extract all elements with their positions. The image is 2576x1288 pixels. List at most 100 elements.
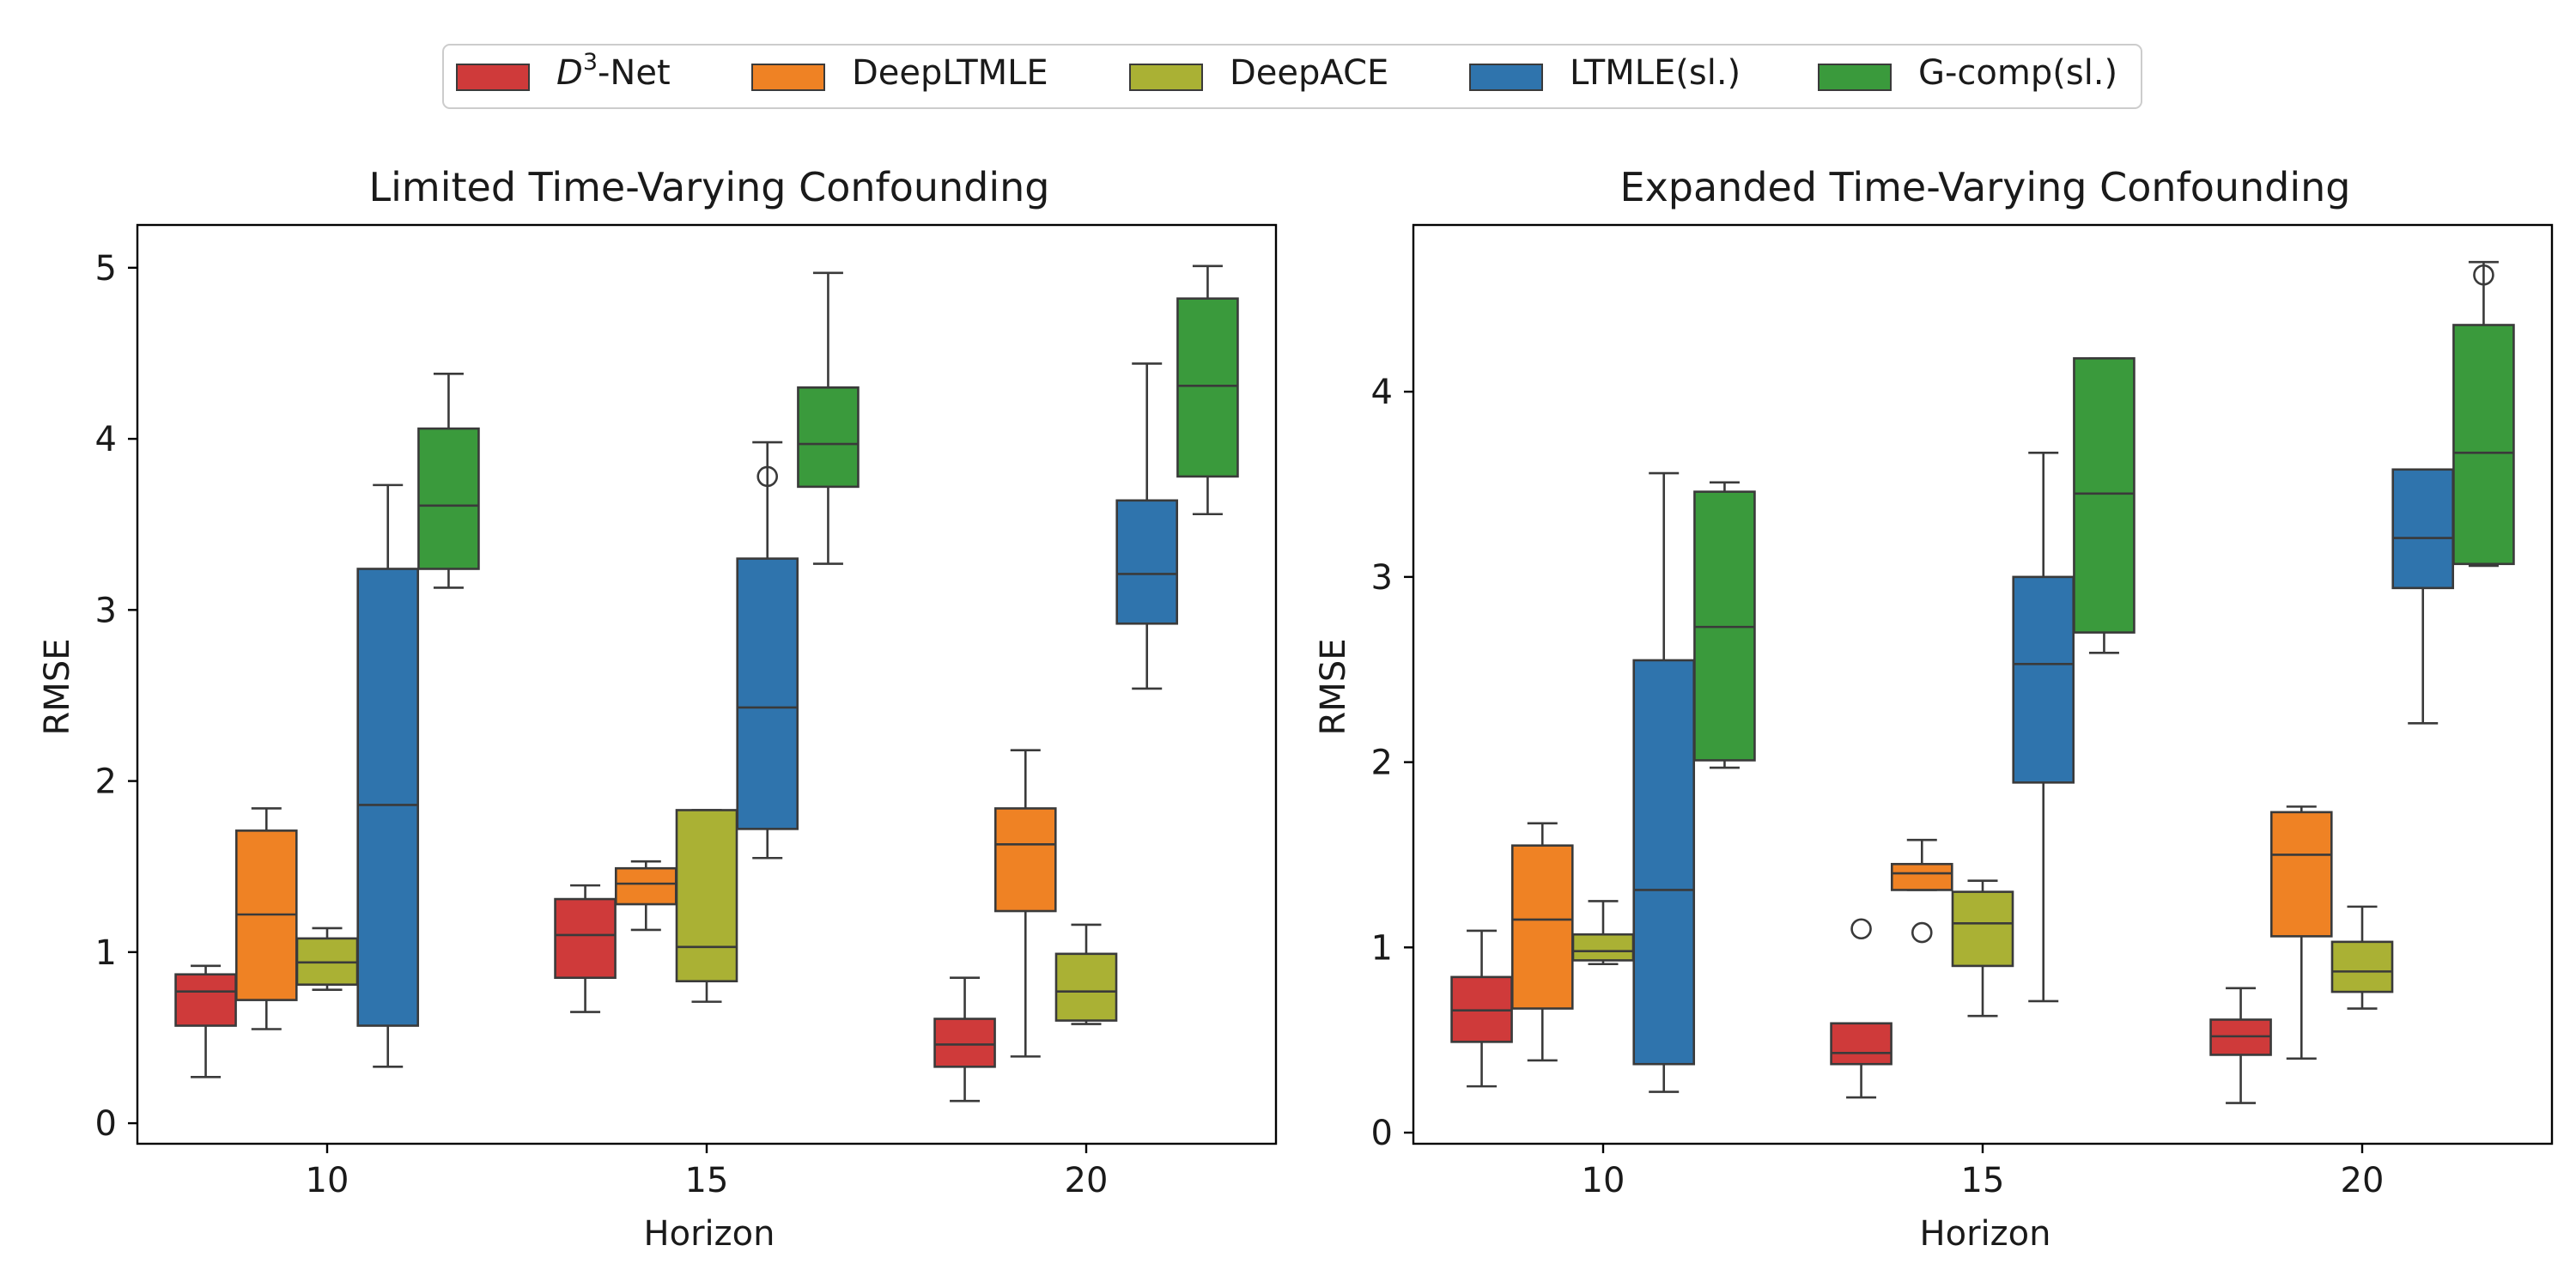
panel-right-y-tick-label-3: 3 xyxy=(1371,558,1393,598)
panel-right-box-deepltmle-20 xyxy=(2269,805,2333,1060)
box-iqr xyxy=(993,807,1057,913)
legend-label-deepace: DeepACE xyxy=(1230,53,1388,93)
panel-right-box-d-net-20 xyxy=(2209,987,2272,1104)
panel-right-box-ltmle-sl-10 xyxy=(1632,471,1696,1093)
box-iqr xyxy=(1115,499,1179,625)
panel-right-box-ltmle-sl-15 xyxy=(2012,452,2075,1003)
panel-right-box-g-comp-sl-15 xyxy=(2073,357,2136,654)
box-iqr xyxy=(554,897,617,980)
box-iqr xyxy=(1054,952,1118,1022)
box-iqr xyxy=(614,866,677,906)
panel-left-title: Limited Time-Varying Confounding xyxy=(368,164,1049,210)
panel-right-y-tick-label-2: 2 xyxy=(1371,744,1393,783)
panel-right-y-axis-label: RMSE xyxy=(1314,639,1353,736)
panel-left-box-deepltmle-10 xyxy=(234,807,298,1030)
panel-right-y-tick-label-0: 0 xyxy=(1371,1114,1393,1153)
box-iqr xyxy=(2073,357,2136,634)
box-iqr xyxy=(1632,659,1696,1066)
panel-left-y-axis-label: RMSE xyxy=(38,639,77,736)
outlier-point xyxy=(1850,918,1872,940)
legend-swatch-d3-net xyxy=(456,64,530,91)
box-iqr xyxy=(417,427,480,570)
panel-right-box-deepltmle-15 xyxy=(1890,838,1953,944)
box-iqr xyxy=(2269,811,2333,938)
box-iqr xyxy=(675,809,738,983)
panel-right-x-tick-label-20: 20 xyxy=(2341,1161,2385,1200)
panel-right-x-axis-label: Horizon xyxy=(1920,1214,2051,1254)
box-iqr xyxy=(1951,890,2014,968)
legend-label-ltmle: LTMLE(sl.) xyxy=(1570,53,1741,93)
legend-label-d3-net-superscript: 3 xyxy=(583,49,598,76)
panel-left-x-tick-label-15: 15 xyxy=(685,1161,729,1200)
panel-left-box-g-comp-sl-20 xyxy=(1176,264,1239,516)
panel-right-box-deepltmle-10 xyxy=(1510,822,1574,1062)
panel-left-x-axis-label: Horizon xyxy=(644,1214,775,1254)
panel-left-y-tick-label-0: 0 xyxy=(95,1104,117,1144)
panel-left-box-d-net-20 xyxy=(933,976,996,1103)
panel-left-box-ltmle-sl-10 xyxy=(356,483,420,1068)
panel-right-x-tick-label-15: 15 xyxy=(1961,1161,2005,1200)
outlier-point xyxy=(2473,264,2494,286)
panel-right-title: Expanded Time-Varying Confounding xyxy=(1620,164,2351,210)
panel-right-box-deepace-15 xyxy=(1951,879,2014,1018)
legend-swatch-ltmle xyxy=(1469,64,1543,91)
panel-right-box-deepace-10 xyxy=(1571,900,1635,966)
panel-left-box-deepace-20 xyxy=(1054,923,1118,1025)
legend-swatch-deepltmle xyxy=(751,64,825,91)
box-iqr xyxy=(2012,575,2075,784)
legend-swatch-deepace xyxy=(1129,64,1203,91)
panel-left-y-tick-label-4: 4 xyxy=(95,420,117,459)
panel-left-plot-area: 0 1 2 3 4 5 10 15 20 xyxy=(95,223,1278,1200)
panel-right-x-tick-label-10: 10 xyxy=(1582,1161,1625,1200)
panel-left-box-d-net-10 xyxy=(174,964,237,1078)
box-iqr xyxy=(2330,940,2394,993)
panel-left-x-tick-label-10: 10 xyxy=(306,1161,349,1200)
panel-left-x-tick-label-20: 20 xyxy=(1065,1161,1109,1200)
legend-entry-ltmle: LTMLE(sl.) xyxy=(1469,53,1741,93)
legend-entry-g-comp: G-comp(sl.) xyxy=(1818,53,2117,93)
outlier-point xyxy=(1911,921,1933,944)
legend-label-d3-net-base: D xyxy=(556,53,583,93)
panel-right-y-tick-label-4: 4 xyxy=(1371,373,1393,412)
legend-entry-deepace: DeepACE xyxy=(1129,53,1388,93)
panel-right-plot-area: 0 1 2 3 4 10 15 20 xyxy=(1371,223,2554,1200)
legend-label-d3-net: D3-Net xyxy=(556,49,671,93)
panel-right-box-d-net-15 xyxy=(1830,918,1893,1099)
panel-left-y-tick-label-5: 5 xyxy=(95,249,117,289)
panel-left-y-tick-label-2: 2 xyxy=(95,762,117,802)
legend-label-deepltmle: DeepLTMLE xyxy=(852,53,1048,93)
legend-entry-deepltmle: DeepLTMLE xyxy=(751,53,1048,93)
legend-entry-d3-net: D3-Net xyxy=(456,49,671,93)
box-iqr xyxy=(2452,324,2515,566)
legend-label-g-comp: G-comp(sl.) xyxy=(1918,53,2117,93)
panel-left-y-tick-label-1: 1 xyxy=(95,933,117,973)
panel-left-y-tick-label-3: 3 xyxy=(95,591,117,630)
box-iqr xyxy=(933,1018,996,1068)
box-iqr xyxy=(356,568,420,1027)
legend-frame xyxy=(442,44,2142,109)
legend-swatch-g-comp xyxy=(1818,64,1892,91)
box-iqr xyxy=(1830,1022,1893,1066)
box-iqr xyxy=(1890,862,1953,891)
panel-left-box-ltmle-sl-15 xyxy=(736,440,799,860)
panel-right-y-tick-label-1: 1 xyxy=(1371,928,1393,968)
outlier-point xyxy=(756,465,779,488)
panel-left-box-deepace-10 xyxy=(295,927,359,991)
box-iqr xyxy=(797,386,860,489)
box-iqr xyxy=(174,973,237,1027)
box-iqr xyxy=(1510,844,1574,1010)
panel-left-box-d-net-15 xyxy=(554,884,617,1013)
panel-left-box-deepace-15 xyxy=(675,809,738,1003)
box-iqr xyxy=(2391,468,2455,590)
panel-left-box-deepltmle-20 xyxy=(993,749,1057,1058)
box-iqr xyxy=(736,557,799,830)
panel-right-box-deepace-20 xyxy=(2330,905,2394,1010)
panel-left-box-ltmle-sl-20 xyxy=(1115,362,1179,690)
panel-right-box-g-comp-sl-10 xyxy=(1693,481,1756,769)
panel-left-box-g-comp-sl-15 xyxy=(797,271,860,565)
panel-right-box-g-comp-sl-20 xyxy=(2452,260,2515,568)
panel-right-box-ltmle-sl-20 xyxy=(2391,468,2455,725)
legend: D3-Net DeepLTMLE DeepACE LTMLE(sl.) G-co… xyxy=(442,44,2142,109)
